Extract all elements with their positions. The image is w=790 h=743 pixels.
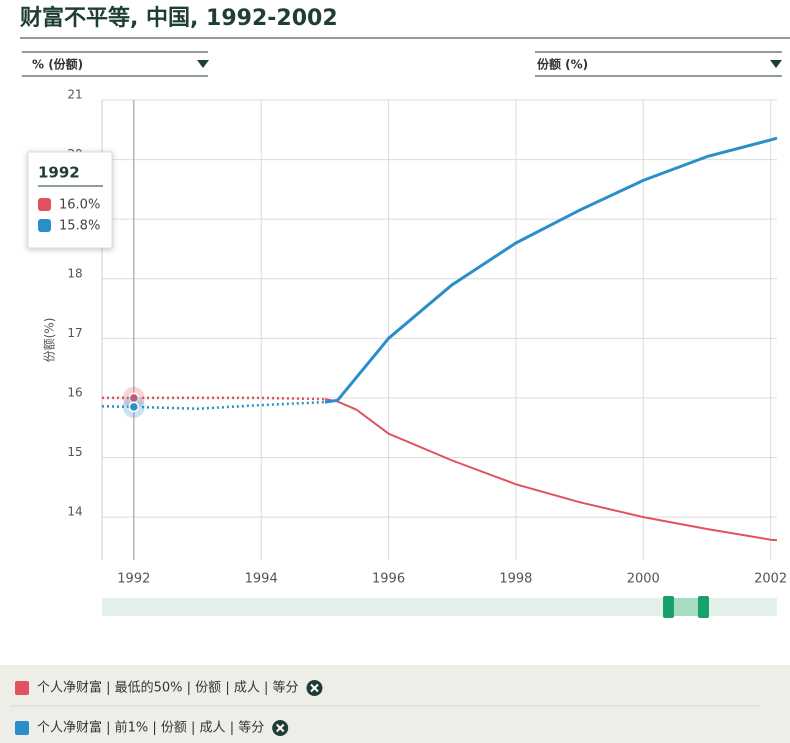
selector-right[interactable]: 份额 (%) bbox=[535, 51, 782, 77]
legend-swatch bbox=[15, 721, 29, 735]
legend-remove[interactable] bbox=[272, 720, 289, 736]
tooltip-swatch bbox=[38, 219, 51, 232]
y-tick-label: 14 bbox=[67, 505, 82, 519]
hover-point bbox=[128, 401, 140, 413]
chart-title: 财富不平等, 中国, 1992-2002 bbox=[20, 5, 338, 31]
legend-label: 个人净财富 | 最低的50% | 份额 | 成人 | 等分 bbox=[37, 680, 298, 696]
y-tick-label: 21 bbox=[67, 88, 82, 102]
slider-handle[interactable] bbox=[698, 596, 709, 618]
series-line bbox=[102, 396, 325, 401]
x-tick-label: 2002 bbox=[754, 572, 787, 587]
x-tick-label: 1992 bbox=[117, 572, 150, 587]
series-line bbox=[324, 398, 778, 542]
tooltip-title: 1992 bbox=[38, 164, 80, 182]
legend-panel bbox=[0, 665, 790, 743]
dropdown-arrow bbox=[770, 60, 782, 68]
remove-cross bbox=[310, 683, 319, 693]
x-tick-label: 1996 bbox=[372, 572, 405, 587]
tooltip-value: 16.0% bbox=[59, 198, 100, 213]
series-line bbox=[101, 400, 325, 410]
selector-label: % (份额) bbox=[32, 57, 83, 72]
legend-remove[interactable] bbox=[306, 680, 323, 696]
selector-left[interactable]: % (份额) bbox=[22, 51, 209, 77]
tooltip-value: 15.8% bbox=[59, 219, 100, 234]
slider-window bbox=[668, 598, 704, 616]
remove-cross bbox=[275, 723, 285, 733]
selector-label: 份额 (%) bbox=[537, 57, 588, 72]
y-tick-label: 16 bbox=[67, 385, 82, 399]
dropdown-arrow bbox=[197, 60, 209, 68]
slider-handle[interactable] bbox=[663, 596, 674, 618]
tooltip: 1992 16.0% 15.8% bbox=[27, 151, 113, 249]
x-tick-label: 1998 bbox=[499, 572, 532, 587]
y-tick-label: 17 bbox=[67, 326, 82, 340]
series-line bbox=[324, 136, 778, 404]
legend-swatch bbox=[15, 681, 29, 695]
tooltip-swatch bbox=[38, 198, 51, 211]
x-tick-label: 2000 bbox=[627, 572, 660, 587]
range-slider[interactable] bbox=[102, 596, 777, 618]
plot-area: 1415161718192021199219941996199820002002 bbox=[67, 88, 787, 587]
slider-track bbox=[102, 598, 777, 616]
legend-label: 个人净财富 | 前1% | 份额 | 成人 | 等分 bbox=[37, 720, 264, 736]
x-tick-label: 1994 bbox=[245, 572, 278, 587]
y-tick-label: 15 bbox=[67, 445, 82, 459]
y-axis-label: 份额(%) bbox=[43, 318, 57, 363]
y-tick-label: 18 bbox=[67, 266, 82, 280]
